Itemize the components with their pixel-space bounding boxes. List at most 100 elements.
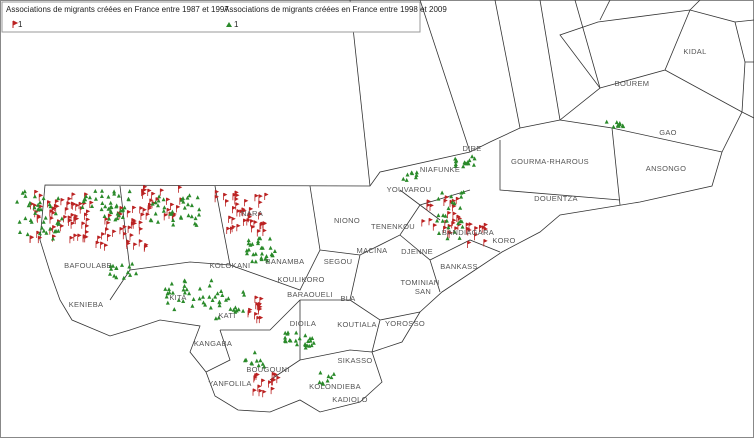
green-marker [193, 216, 198, 221]
green-marker [466, 161, 471, 166]
green-marker [127, 264, 132, 269]
green-marker [317, 380, 322, 384]
green-marker [268, 245, 273, 250]
green-marker [265, 258, 270, 263]
region-label: KOLOKANI [210, 261, 251, 270]
green-marker [306, 339, 311, 343]
green-marker [181, 299, 186, 303]
green-marker [182, 290, 187, 295]
red-marker [74, 214, 79, 222]
green-marker [170, 290, 175, 295]
green-marker [87, 195, 92, 200]
region-label: BAFOULABE [64, 261, 112, 270]
red-marker [262, 389, 267, 398]
green-marker [108, 271, 112, 276]
red-marker [100, 241, 105, 249]
green-marker [446, 225, 451, 230]
green-marker [80, 205, 85, 209]
green-marker [452, 201, 457, 206]
green-marker [404, 177, 409, 182]
red-marker [126, 239, 131, 247]
red-marker [36, 214, 41, 222]
red-marker [104, 243, 109, 251]
green-marker [130, 261, 135, 266]
red-marker [127, 225, 132, 233]
green-marker [414, 172, 419, 177]
green-marker [53, 211, 58, 216]
green-marker [245, 251, 249, 256]
green-marker [26, 203, 31, 208]
red-marker [49, 216, 54, 224]
red-marker [176, 205, 181, 213]
green-marker [453, 156, 458, 161]
red-marker [70, 201, 76, 209]
red-marker [276, 375, 281, 384]
green-marker [51, 236, 55, 241]
green-marker [20, 190, 25, 195]
green-marker [161, 208, 166, 213]
red-marker [170, 202, 175, 210]
region-label: KITA [169, 293, 186, 302]
green-marker [114, 265, 119, 270]
red-marker [77, 233, 82, 241]
green-marker [32, 194, 37, 199]
green-marker [311, 340, 316, 345]
green-marker [217, 303, 222, 308]
red-marker [232, 205, 237, 214]
red-marker [432, 223, 438, 231]
red-marker [71, 192, 76, 200]
green-marker [109, 205, 114, 209]
red-marker [474, 232, 479, 241]
green-marker [294, 330, 299, 335]
red-marker [49, 209, 54, 217]
red-marker [106, 220, 111, 229]
red-marker [129, 233, 134, 241]
green-marker [171, 218, 176, 222]
red-marker [60, 197, 65, 206]
green-marker [213, 294, 218, 299]
red-marker [97, 235, 102, 243]
red-marker [443, 198, 448, 206]
green-marker [272, 249, 277, 253]
green-marker [197, 207, 202, 212]
green-marker [201, 300, 206, 305]
red-marker [254, 312, 259, 320]
red-marker [448, 230, 453, 239]
green-marker [153, 211, 158, 216]
green-marker [248, 242, 253, 247]
green-marker [157, 194, 162, 199]
green-marker [303, 333, 308, 338]
green-marker [39, 225, 44, 230]
green-marker [445, 236, 450, 241]
red-marker [52, 225, 57, 233]
red-marker [37, 235, 43, 244]
green-marker [233, 309, 238, 314]
green-marker [303, 345, 308, 350]
green-marker [467, 158, 472, 163]
green-marker [242, 292, 247, 297]
green-marker [310, 336, 315, 340]
region-label: KOUTIALA [337, 320, 377, 329]
green-marker [452, 229, 457, 234]
green-marker [253, 251, 258, 256]
red-marker [452, 211, 457, 219]
green-marker [253, 259, 258, 264]
region-label: SAN [415, 287, 431, 296]
green-marker [103, 204, 108, 209]
green-marker [194, 222, 199, 227]
region-label: BOUREM [615, 79, 650, 88]
green-marker [318, 370, 323, 375]
green-marker [181, 287, 186, 292]
red-marker [132, 205, 137, 213]
green-marker [331, 371, 336, 376]
region-label: KOLONDIEBA [309, 382, 361, 391]
red-marker [261, 378, 266, 386]
green-marker [470, 154, 475, 159]
green-marker [236, 307, 241, 312]
green-marker [36, 206, 41, 211]
green-marker [256, 363, 261, 368]
green-marker [436, 213, 441, 218]
green-marker [244, 357, 248, 362]
red-marker [236, 209, 241, 217]
